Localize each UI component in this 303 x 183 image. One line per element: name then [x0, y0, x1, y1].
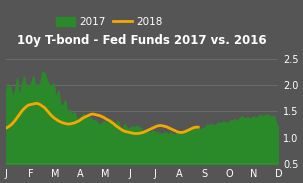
Legend: 2017, 2018: 2017, 2018 — [52, 13, 167, 31]
Title: 10y T-bond - Fed Funds 2017 vs. 2016: 10y T-bond - Fed Funds 2017 vs. 2016 — [17, 34, 267, 47]
